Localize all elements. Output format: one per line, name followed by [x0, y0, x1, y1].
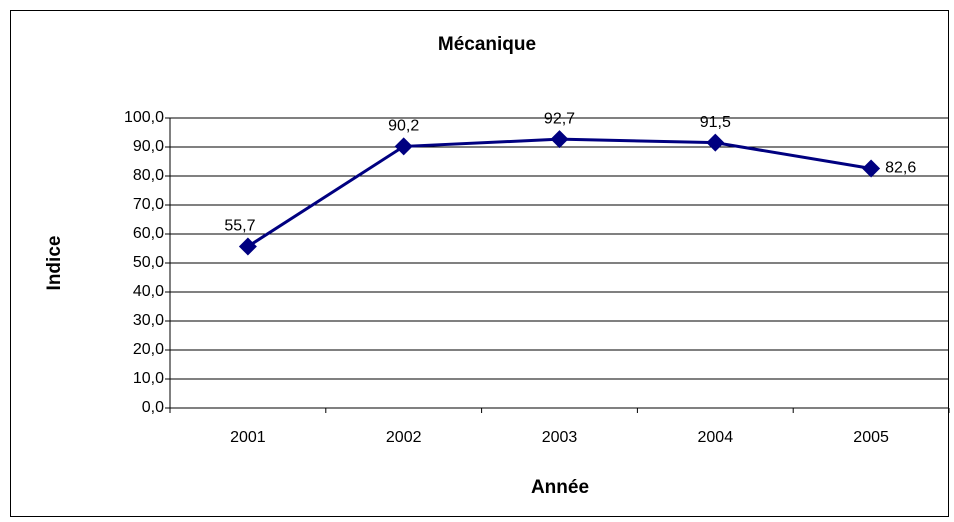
y-tick-label: 100,0: [124, 109, 164, 126]
marker: [238, 237, 257, 256]
y-tick-label: 70,0: [133, 196, 164, 213]
y-tick-label: 10,0: [133, 370, 164, 387]
y-tick-label: 0,0: [142, 399, 164, 416]
chart-title: Mécanique: [438, 34, 536, 55]
data-label: 82,6: [885, 160, 916, 177]
marker: [394, 137, 413, 156]
marker: [706, 133, 725, 152]
marker: [862, 159, 881, 178]
y-tick-label: 80,0: [133, 167, 164, 184]
data-label: 92,7: [544, 110, 575, 127]
x-tick-label: 2002: [386, 429, 422, 446]
marker: [550, 130, 569, 149]
y-tick-label: 30,0: [133, 312, 164, 329]
x-axis-label: Année: [531, 477, 589, 498]
data-label: 90,2: [388, 118, 419, 135]
y-tick-label: 60,0: [133, 225, 164, 242]
data-label: 55,7: [224, 218, 255, 235]
data-label: 91,5: [700, 114, 731, 131]
y-axis-label: Indice: [44, 236, 65, 291]
x-tick-label: 2004: [698, 429, 734, 446]
x-tick-label: 2001: [230, 429, 266, 446]
y-tick-label: 20,0: [133, 341, 164, 358]
y-tick-label: 50,0: [133, 254, 164, 271]
y-tick-label: 40,0: [133, 283, 164, 300]
y-tick-label: 90,0: [133, 138, 164, 155]
x-tick-label: 2003: [542, 429, 578, 446]
x-tick-label: 2005: [853, 429, 889, 446]
